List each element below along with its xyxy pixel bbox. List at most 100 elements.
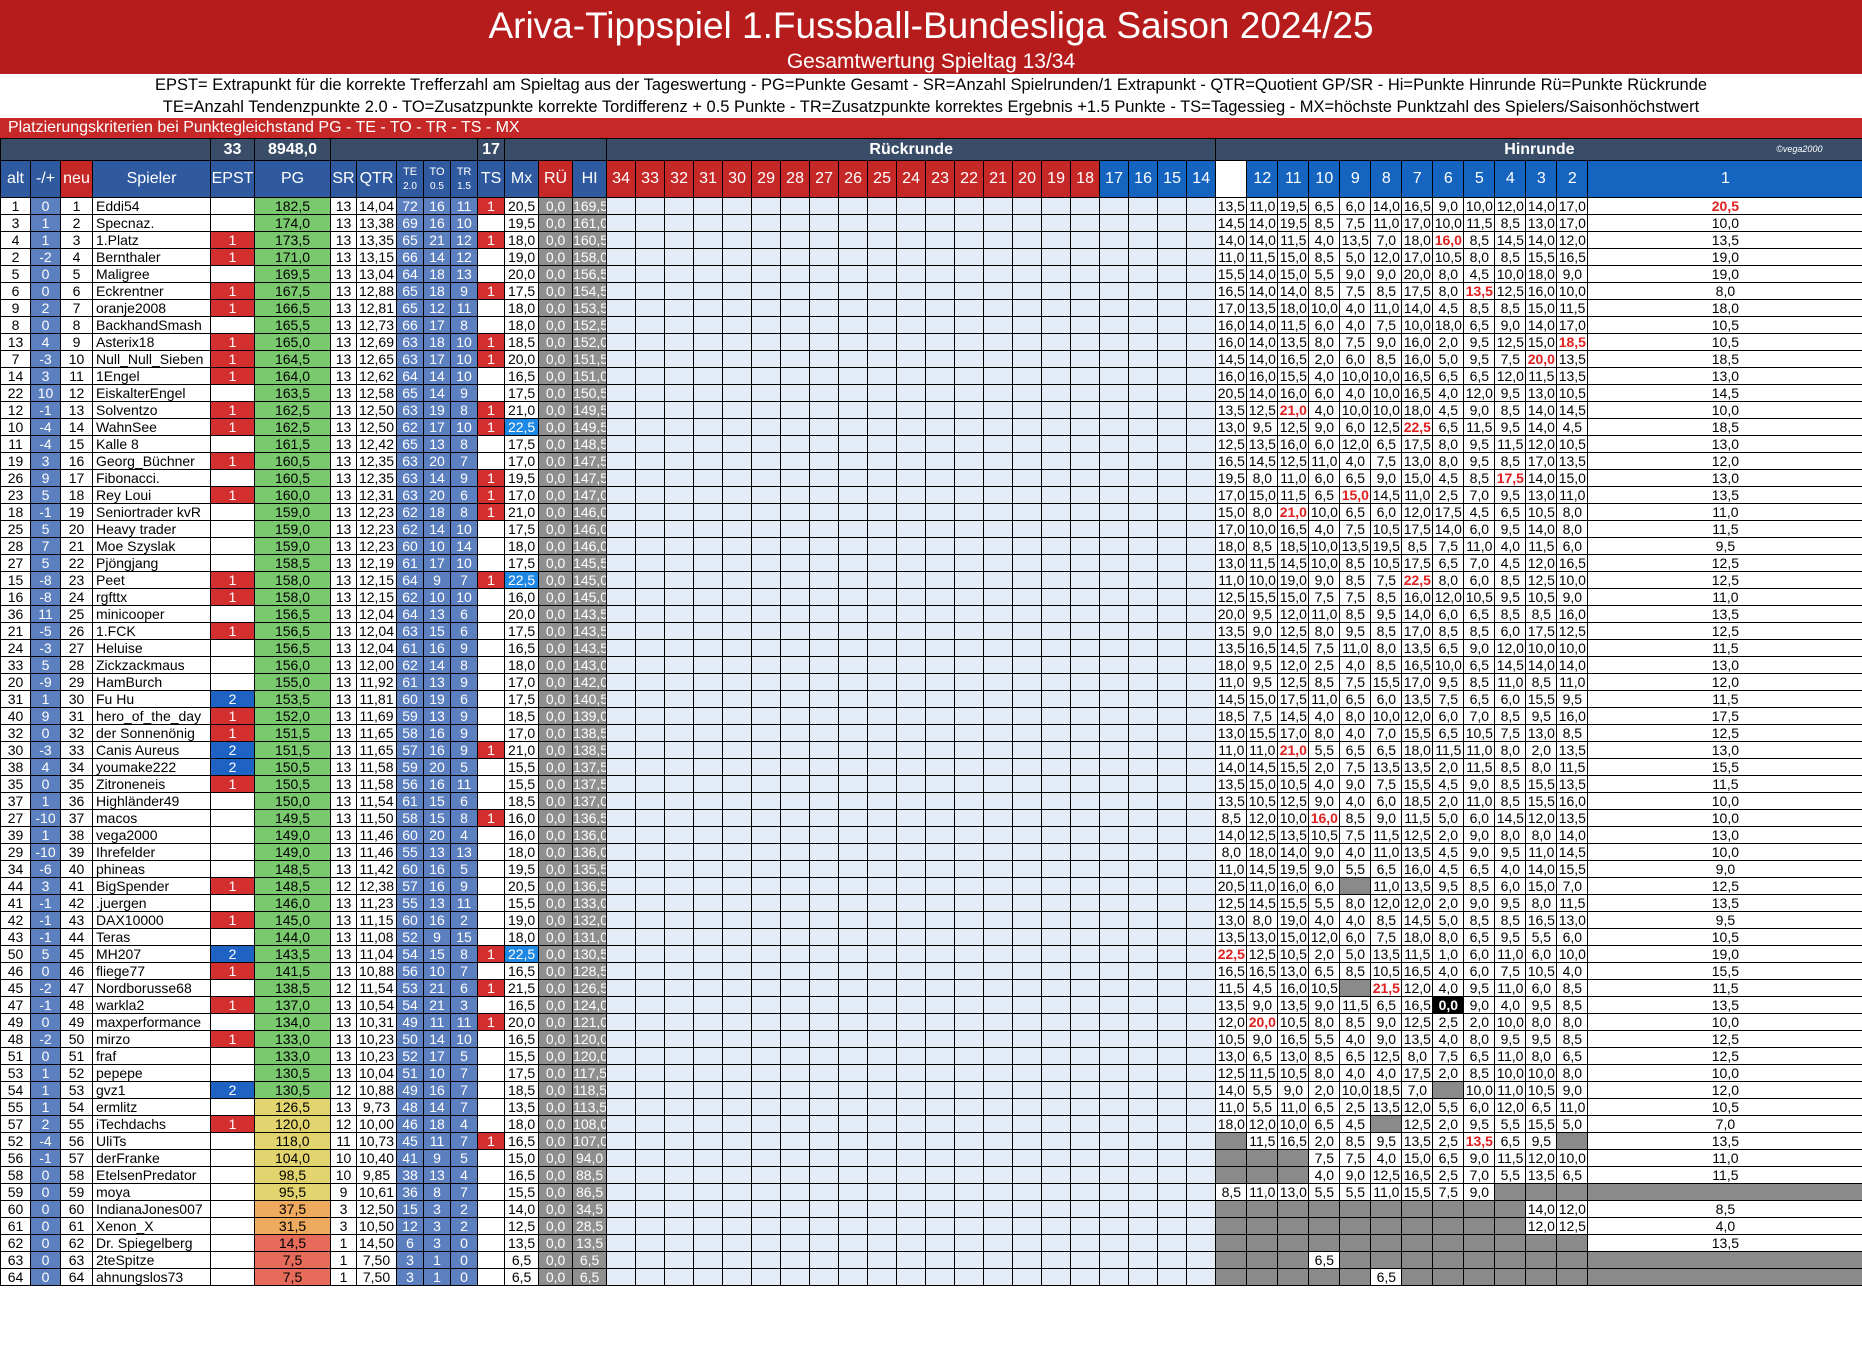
column-header-5[interactable]: EPST xyxy=(210,160,255,198)
round-header-12[interactable]: 12 xyxy=(1246,160,1279,198)
player-name[interactable]: pepepe xyxy=(92,1064,211,1082)
player-name[interactable]: Eddi54 xyxy=(92,197,211,215)
player-name[interactable]: WahnSee xyxy=(92,418,211,436)
player-name[interactable]: 1.FCK xyxy=(92,622,211,640)
round-header-7[interactable]: 7 xyxy=(1401,160,1434,198)
column-header-13[interactable]: Mx xyxy=(504,160,540,198)
player-name[interactable]: Canis Aureus xyxy=(92,741,211,759)
player-name[interactable]: Fibonacci. xyxy=(92,469,211,487)
table-row[interactable]: 28 7 21 Moe Szyslak 159,0 13 12,23 60 10 14 18,0 0,… xyxy=(0,537,1862,555)
player-name[interactable]: hero_of_the_day xyxy=(92,707,211,725)
table-row[interactable]: 23 5 18 Rey Loui 1 160,0 13 12,31 63 20 6 1 17,0 0,0 1… xyxy=(0,486,1862,504)
player-name[interactable]: warkla2 xyxy=(92,996,211,1014)
player-name[interactable]: Ihrefelder xyxy=(92,843,211,861)
round-header-31[interactable]: 31 xyxy=(693,160,724,198)
player-name[interactable]: IndianaJones007 xyxy=(92,1200,211,1218)
player-name[interactable]: BigSpender xyxy=(92,877,211,895)
player-name[interactable]: Zickzackmaus xyxy=(92,656,211,674)
table-row[interactable]: 63 0 63 2teSpitze 7,5 1 7,50 3 1 0 6,5 0,0 6,5 6,5 xyxy=(0,1251,1862,1269)
round-header-25[interactable]: 25 xyxy=(867,160,898,198)
table-row[interactable]: 27 -10 37 macos 149,5 13 11,50 58 15 8 1 16,0 0,0 136… xyxy=(0,809,1862,827)
table-row[interactable]: 27 5 22 Pjöngjang 158,5 13 12,19 61 17 10 17,5 0,0 1… xyxy=(0,554,1862,572)
player-name[interactable]: Heavy trader xyxy=(92,520,211,538)
table-row[interactable]: 58 0 58 EtelsenPredator 98,5 10 9,85 38 13 4 16,5 0… xyxy=(0,1166,1862,1184)
table-row[interactable]: 55 1 54 ermlitz 126,5 13 9,73 48 14 7 13,5 0,0 113,5… xyxy=(0,1098,1862,1116)
column-header-11[interactable]: TR 1.5 xyxy=(449,160,479,198)
round-header-24[interactable]: 24 xyxy=(896,160,927,198)
round-header-11[interactable]: 11 xyxy=(1277,160,1310,198)
table-row[interactable]: 56 -1 57 derFranke 104,0 10 10,40 41 9 5 15,0 0,0 94… xyxy=(0,1149,1862,1167)
table-row[interactable]: 24 -3 27 Heluise 156,5 13 12,04 61 16 9 16,5 0,0 143… xyxy=(0,639,1862,657)
round-header-29[interactable]: 29 xyxy=(751,160,782,198)
table-row[interactable]: 8 0 8 BackhandSmash 165,5 13 12,73 66 17 8 18,0 0,0… xyxy=(0,316,1862,334)
round-header-20[interactable]: 20 xyxy=(1012,160,1043,198)
column-header-3[interactable]: neu xyxy=(60,160,93,198)
round-header-15[interactable]: 15 xyxy=(1157,160,1188,198)
table-row[interactable]: 29 -10 39 Ihrefelder 149,0 13 11,46 55 13 13 18,0 0… xyxy=(0,843,1862,861)
player-name[interactable]: phineas xyxy=(92,860,211,878)
table-row[interactable]: 14 3 11 1Engel 1 164,0 13 12,62 64 14 10 16,5 0,0 151… xyxy=(0,367,1862,385)
table-row[interactable]: 26 9 17 Fibonacci. 160,5 13 12,35 63 14 9 1 19,5 0,0… xyxy=(0,469,1862,487)
round-header-14[interactable]: 14 xyxy=(1186,160,1217,198)
column-header-4[interactable]: Spieler xyxy=(92,160,211,198)
player-name[interactable]: ermlitz xyxy=(92,1098,211,1116)
player-name[interactable]: oranje2008 xyxy=(92,299,211,317)
table-row[interactable]: 3 1 2 Specnaz. 174,0 13 13,38 69 16 10 19,5 0,0 161,… xyxy=(0,214,1862,232)
table-row[interactable]: 51 0 51 fraf 133,0 13 10,23 52 17 5 15,5 0,0 120,0 13… xyxy=(0,1047,1862,1065)
round-header-34[interactable]: 34 xyxy=(606,160,637,198)
table-row[interactable]: 18 -1 19 Seniortrader kvR 159,0 13 12,23 62 18 8 1… xyxy=(0,503,1862,521)
player-name[interactable]: ahnungslos73 xyxy=(92,1268,211,1286)
player-name[interactable]: Pjöngjang xyxy=(92,554,211,572)
player-name[interactable]: maxperformance xyxy=(92,1013,211,1031)
column-header-1[interactable]: alt xyxy=(0,160,31,198)
player-name[interactable]: EtelsenPredator xyxy=(92,1166,211,1184)
table-row[interactable]: 10 -4 14 WahnSee 1 162,5 13 12,50 62 17 10 1 22,5 0,0… xyxy=(0,418,1862,436)
player-name[interactable]: iTechdachs xyxy=(92,1115,211,1133)
round-header-2[interactable]: 2 xyxy=(1556,160,1589,198)
player-name[interactable]: Maligree xyxy=(92,265,211,283)
table-row[interactable]: 60 0 60 IndianaJones007 37,5 3 12,50 15 3 2 14,0 0,… xyxy=(0,1200,1862,1218)
player-name[interactable]: derFranke xyxy=(92,1149,211,1167)
round-header-1[interactable]: 1 xyxy=(1587,160,1862,198)
table-row[interactable]: 62 0 62 Dr. Spiegelberg 14,5 1 14,50 6 3 0 13,5 0,0… xyxy=(0,1234,1862,1252)
player-name[interactable]: Zitroneneis xyxy=(92,775,211,793)
player-name[interactable]: HamBurch xyxy=(92,673,211,691)
player-name[interactable]: moya xyxy=(92,1183,211,1201)
table-row[interactable]: 36 11 25 minicooper 156,5 13 12,04 64 13 6 20,0 0,0… xyxy=(0,605,1862,623)
table-row[interactable]: 32 0 32 der Sonnenönig 1 151,5 13 11,65 58 16 9 17,… xyxy=(0,724,1862,742)
table-row[interactable]: 64 0 64 ahnungslos73 7,5 1 7,50 3 1 0 6,5 0,0 6,5 6,5 xyxy=(0,1268,1862,1286)
table-row[interactable]: 34 -6 40 phineas 148,5 13 11,42 60 16 5 19,5 0,0 135… xyxy=(0,860,1862,878)
column-header-15[interactable]: HI xyxy=(572,160,608,198)
player-name[interactable]: DAX10000 xyxy=(92,911,211,929)
column-header-10[interactable]: TO 0.5 xyxy=(423,160,451,198)
round-header-18[interactable]: 18 xyxy=(1070,160,1101,198)
table-row[interactable]: 1 0 1 Eddi54 182,5 13 14,04 72 16 11 1 20,5 0,0 169,5… xyxy=(0,197,1862,215)
table-row[interactable]: 59 0 59 moya 95,5 9 10,61 36 8 7 15,5 0,0 86,5 8,5 11,… xyxy=(0,1183,1862,1201)
player-name[interactable]: youmake222 xyxy=(92,758,211,776)
column-header-6[interactable]: PG xyxy=(254,160,331,198)
round-header-6[interactable]: 6 xyxy=(1432,160,1465,198)
round-header-23[interactable]: 23 xyxy=(925,160,956,198)
table-row[interactable]: 54 1 53 gvz1 2 130,5 12 10,88 49 16 7 18,5 0,0 118,5 1… xyxy=(0,1081,1862,1099)
table-row[interactable]: 9 2 7 oranje2008 1 166,5 13 12,81 65 12 11 18,0 0,0 1… xyxy=(0,299,1862,317)
player-name[interactable]: Bernthaler xyxy=(92,248,211,266)
table-row[interactable]: 41 -1 42 .juergen 146,0 13 11,23 55 13 11 15,5 0,0 1… xyxy=(0,894,1862,912)
table-row[interactable]: 46 0 46 fliege77 1 141,5 13 10,88 56 10 7 16,5 0,0 12… xyxy=(0,962,1862,980)
round-header-13[interactable]: 13 xyxy=(1215,160,1248,198)
player-name[interactable]: vega2000 xyxy=(92,826,211,844)
player-name[interactable]: Nordborusse68 xyxy=(92,979,211,997)
table-row[interactable]: 38 4 34 youmake222 2 150,5 13 11,58 59 20 5 15,5 0,0… xyxy=(0,758,1862,776)
round-header-17[interactable]: 17 xyxy=(1099,160,1130,198)
player-name[interactable]: macos xyxy=(92,809,211,827)
player-name[interactable]: Null_Null_Sieben xyxy=(92,350,211,368)
table-row[interactable]: 44 3 41 BigSpender 1 148,5 12 12,38 57 16 9 20,5 0,0… xyxy=(0,877,1862,895)
player-name[interactable]: UliTs xyxy=(92,1132,211,1150)
player-name[interactable]: Solventzo xyxy=(92,401,211,419)
table-row[interactable]: 13 4 9 Asterix18 1 165,0 13 12,69 63 18 10 1 18,5 0,0… xyxy=(0,333,1862,351)
table-row[interactable]: 7 -3 10 Null_Null_Sieben 1 164,5 13 12,65 63 17 10… xyxy=(0,350,1862,368)
table-row[interactable]: 37 1 36 Highländer49 150,0 13 11,54 61 15 6 18,5 0,… xyxy=(0,792,1862,810)
player-name[interactable]: Rey Loui xyxy=(92,486,211,504)
table-row[interactable]: 43 -1 44 Teras 144,0 13 11,08 52 9 15 18,0 0,0 131,0… xyxy=(0,928,1862,946)
player-name[interactable]: Georg_Büchner xyxy=(92,452,211,470)
round-header-30[interactable]: 30 xyxy=(722,160,753,198)
